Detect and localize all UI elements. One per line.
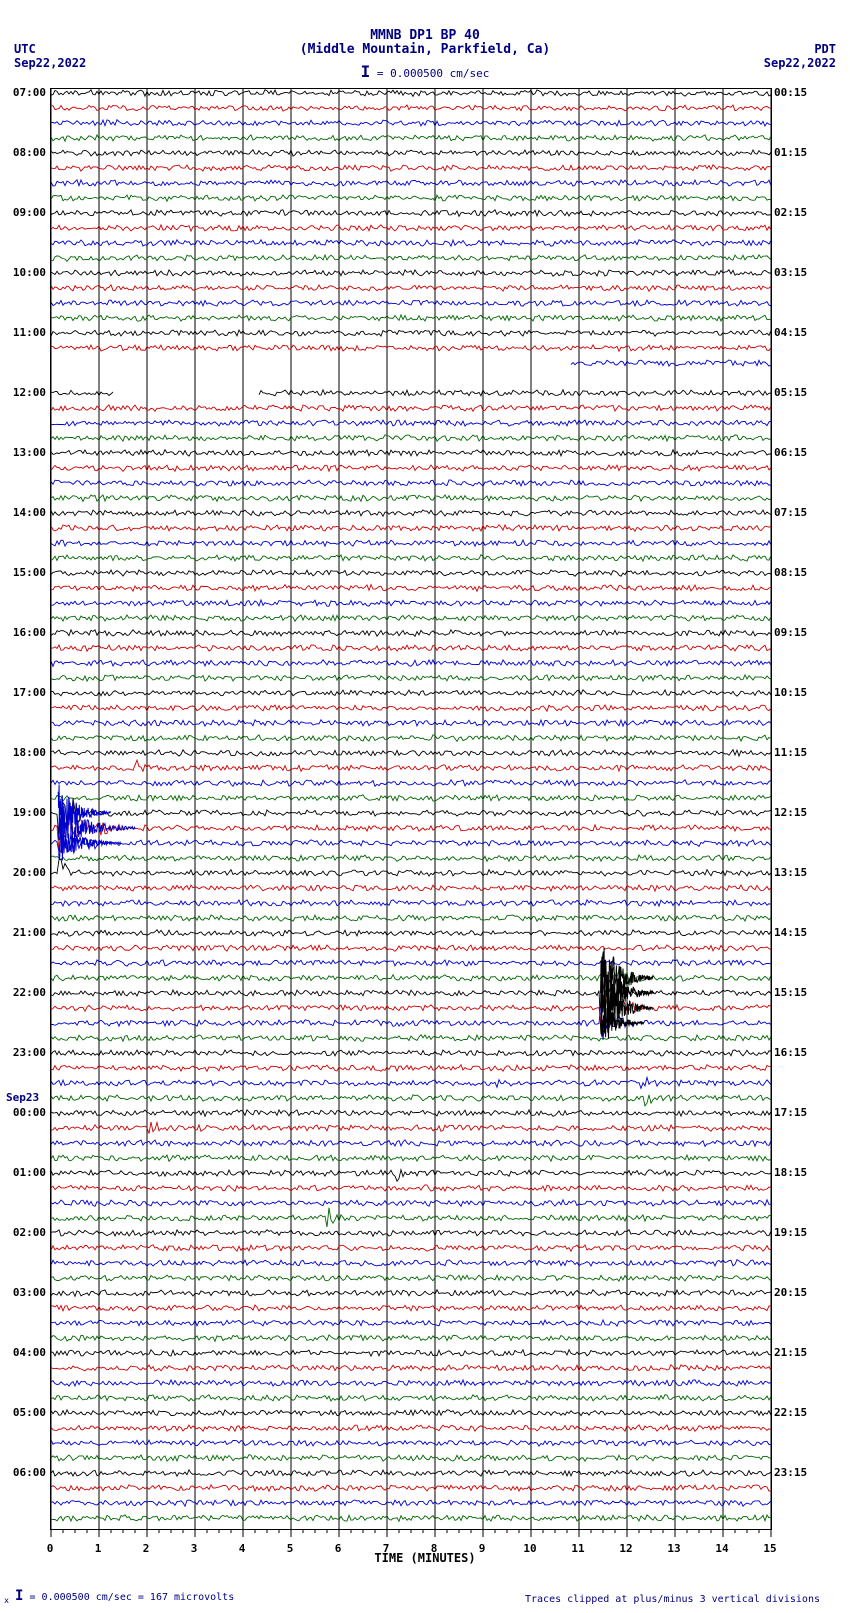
utc-hour-label: 16:00 xyxy=(2,626,46,639)
local-hour-label: 22:15 xyxy=(774,1406,807,1419)
local-hour-label: 10:15 xyxy=(774,686,807,699)
local-hour-label: 08:15 xyxy=(774,566,807,579)
local-hour-label: 16:15 xyxy=(774,1046,807,1059)
local-hour-label: 18:15 xyxy=(774,1166,807,1179)
seismic-traces xyxy=(51,89,771,1539)
utc-hour-label: 20:00 xyxy=(2,866,46,879)
local-hour-label: 01:15 xyxy=(774,146,807,159)
date-left: Sep22,2022 xyxy=(14,56,86,70)
local-hour-label: 09:15 xyxy=(774,626,807,639)
utc-hour-label: 09:00 xyxy=(2,206,46,219)
timezone-right: PDT xyxy=(814,42,836,56)
footer-clip-note: Traces clipped at plus/minus 3 vertical … xyxy=(525,1594,820,1605)
utc-hour-label: 22:00 xyxy=(2,986,46,999)
local-hour-label: 04:15 xyxy=(774,326,807,339)
utc-hour-label: 07:00 xyxy=(2,86,46,99)
plot-area xyxy=(50,88,772,1530)
local-hour-label: 19:15 xyxy=(774,1226,807,1239)
utc-hour-label: 00:00 xyxy=(2,1106,46,1119)
local-hour-label: 12:15 xyxy=(774,806,807,819)
local-hour-label: 23:15 xyxy=(774,1466,807,1479)
local-hour-label: 02:15 xyxy=(774,206,807,219)
date-right: Sep22,2022 xyxy=(764,56,836,70)
local-hour-label: 11:15 xyxy=(774,746,807,759)
utc-hour-label: 21:00 xyxy=(2,926,46,939)
local-hour-label: 13:15 xyxy=(774,866,807,879)
utc-hour-label: 13:00 xyxy=(2,446,46,459)
local-hour-label: 20:15 xyxy=(774,1286,807,1299)
utc-hour-label: 02:00 xyxy=(2,1226,46,1239)
utc-hour-label: 01:00 xyxy=(2,1166,46,1179)
utc-hour-label: 23:00 xyxy=(2,1046,46,1059)
utc-hour-label: 04:00 xyxy=(2,1346,46,1359)
local-hour-label: 21:15 xyxy=(774,1346,807,1359)
utc-hour-label: 11:00 xyxy=(2,326,46,339)
utc-hour-label: 10:00 xyxy=(2,266,46,279)
station-title: MMNB DP1 BP 40 xyxy=(0,28,850,43)
local-hour-label: 15:15 xyxy=(774,986,807,999)
utc-hour-label: 14:00 xyxy=(2,506,46,519)
utc-hour-label: 06:00 xyxy=(2,1466,46,1479)
station-location: (Middle Mountain, Parkfield, Ca) xyxy=(0,42,850,57)
utc-hour-label: 18:00 xyxy=(2,746,46,759)
local-hour-label: 07:15 xyxy=(774,506,807,519)
timezone-left: UTC xyxy=(14,42,36,56)
day-change-label: Sep23 xyxy=(6,1091,39,1104)
utc-hour-label: 12:00 xyxy=(2,386,46,399)
local-hour-label: 05:15 xyxy=(774,386,807,399)
local-hour-label: 06:15 xyxy=(774,446,807,459)
utc-hour-label: 19:00 xyxy=(2,806,46,819)
utc-hour-label: 17:00 xyxy=(2,686,46,699)
scale-indicator: I = 0.000500 cm/sec xyxy=(0,62,850,81)
footer-scale: x I = 0.000500 cm/sec = 167 microvolts xyxy=(4,1588,234,1605)
local-hour-label: 17:15 xyxy=(774,1106,807,1119)
local-hour-label: 03:15 xyxy=(774,266,807,279)
utc-hour-label: 15:00 xyxy=(2,566,46,579)
x-axis-label: TIME (MINUTES) xyxy=(0,1551,850,1565)
local-hour-label: 00:15 xyxy=(774,86,807,99)
local-hour-label: 14:15 xyxy=(774,926,807,939)
utc-hour-label: 05:00 xyxy=(2,1406,46,1419)
seismogram-container: MMNB DP1 BP 40 (Middle Mountain, Parkfie… xyxy=(0,0,850,1613)
utc-hour-label: 08:00 xyxy=(2,146,46,159)
utc-hour-label: 03:00 xyxy=(2,1286,46,1299)
